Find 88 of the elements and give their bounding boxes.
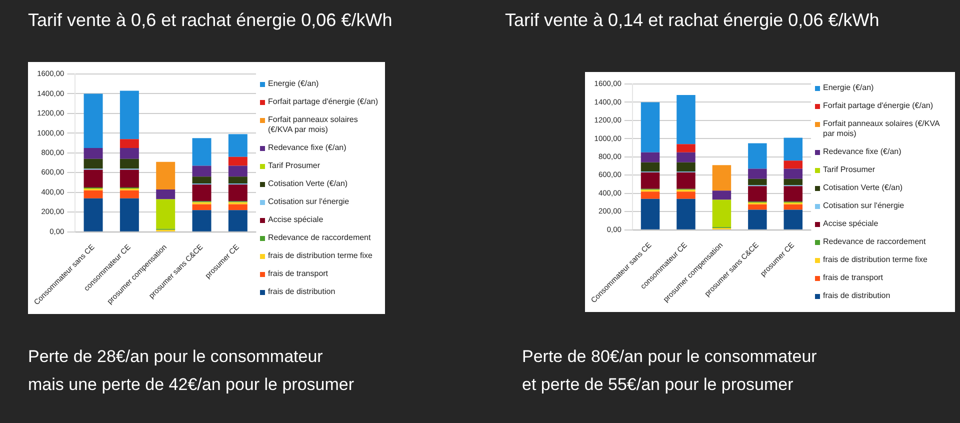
bar (784, 186, 803, 202)
bar (192, 176, 212, 184)
bar (784, 204, 803, 210)
bar (228, 156, 248, 166)
legend-label: frais de transport (268, 269, 328, 279)
bar (712, 165, 732, 191)
bar (228, 166, 248, 177)
legend-label: Accise spéciale (268, 215, 324, 225)
bar (228, 176, 248, 184)
bar (676, 172, 696, 189)
bar (156, 189, 176, 200)
legend-label: Energie (€/an) (823, 83, 874, 93)
bar (748, 210, 767, 230)
bar (640, 162, 660, 172)
legend-label: Energie (€/an) (268, 79, 319, 89)
legend-label: Cotisation Verte (€/an) (268, 179, 348, 189)
legend-label: Forfait panneaux solaires (€/KVA par mois) (823, 119, 941, 139)
bar (640, 102, 660, 152)
bar (784, 178, 803, 186)
legend-label: Redevance de raccordement (268, 233, 371, 243)
legend-label: Cotisation sur l'énergie (823, 201, 904, 211)
bar (156, 162, 176, 190)
bar (120, 148, 139, 159)
bar (784, 138, 803, 161)
bar (228, 210, 248, 232)
bar (84, 170, 103, 188)
bar (120, 90, 139, 140)
bar (192, 204, 212, 210)
bar (712, 190, 732, 200)
text: Perte de 80€/an pour le consommateur (522, 346, 817, 368)
bar (748, 186, 767, 202)
bar (228, 134, 248, 157)
legend-label: frais de distribution (268, 287, 336, 297)
legend-label: Accise spéciale (823, 219, 878, 229)
bar (676, 144, 696, 152)
bar (120, 170, 139, 188)
legend-label: Cotisation Verte (€/an) (823, 183, 903, 193)
bar (640, 172, 660, 189)
bar (192, 166, 212, 177)
bar (84, 190, 103, 198)
legend-label: Tarif Prosumer (823, 165, 876, 175)
bar (156, 199, 176, 229)
bar (640, 152, 660, 162)
bar (84, 94, 103, 148)
legend-label: frais de distribution (823, 291, 890, 301)
legend-label: Redevance de raccordement (823, 237, 926, 247)
bar (676, 152, 696, 162)
legend-label: frais de distribution terme fixe (823, 255, 928, 265)
text: et perte de 55€/an pour le prosumer (522, 374, 794, 396)
text: Perte de 28€/an pour le consommateur (28, 346, 324, 368)
bar (748, 178, 767, 186)
bar (748, 204, 767, 210)
legend-label: Cotisation sur l'énergie (268, 197, 350, 207)
bar (676, 192, 696, 199)
bar (748, 168, 767, 179)
bar (748, 143, 767, 169)
legend-label: Forfait panneaux solaires (€/KVA par mois) (268, 115, 359, 135)
bar (192, 210, 212, 232)
legend-label: Tarif Prosumer (268, 161, 320, 171)
bar (676, 198, 696, 230)
bar (228, 184, 248, 202)
bar (84, 148, 103, 159)
bar (712, 200, 732, 228)
bar (84, 158, 103, 169)
bar (640, 192, 660, 199)
bar (192, 138, 212, 166)
bar (676, 94, 696, 144)
bar (228, 204, 248, 210)
bar (640, 198, 660, 230)
bar (120, 190, 139, 198)
bar (120, 158, 139, 169)
legend-label: Forfait partage d'énergie (€/an) (823, 101, 934, 111)
legend-label: frais de transport (823, 273, 884, 283)
legend-label: frais de distribution terme fixe (268, 251, 372, 261)
chart-title: Tarif vente à 0,14 et rachat énergie 0,06 €/kWh (505, 10, 880, 31)
bar (84, 198, 103, 232)
legend-label: Redevance fixe (€/an) (823, 147, 902, 157)
chart-title: Tarif vente à 0,6 et rachat énergie 0,06 €/kWh (28, 10, 392, 31)
legend-label: Forfait partage d'énergie (€/an) (268, 97, 378, 107)
bar (784, 210, 803, 230)
bar (784, 168, 803, 179)
bar (192, 184, 212, 202)
bar (676, 162, 696, 172)
legend-label: Redevance fixe (€/an) (268, 143, 346, 153)
bar (120, 198, 139, 232)
bar (784, 160, 803, 169)
text: mais une perte de 42€/an pour le prosumer (28, 374, 354, 396)
bar (120, 139, 139, 148)
